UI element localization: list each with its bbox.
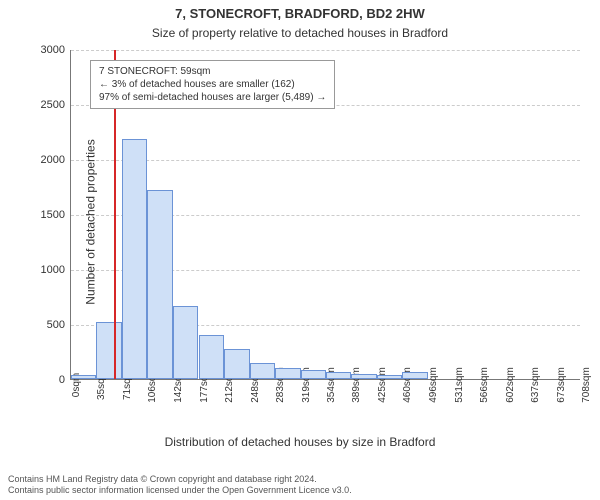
- x-tick-label: 531sqm: [454, 367, 465, 403]
- x-tick-label: 566sqm: [479, 367, 490, 403]
- histogram-bar: [71, 375, 96, 379]
- histogram-bar: [147, 190, 173, 379]
- histogram-bar: [275, 368, 301, 379]
- annotation-line: 7 STONECROFT: 59sqm: [99, 65, 326, 78]
- grid-line: [71, 160, 580, 161]
- annotation-box: 7 STONECROFT: 59sqm← 3% of detached hous…: [90, 60, 335, 109]
- chart-title-line1: 7, STONECROFT, BRADFORD, BD2 2HW: [0, 6, 600, 21]
- x-axis-title: Distribution of detached houses by size …: [0, 435, 600, 449]
- annotation-line: ← 3% of detached houses are smaller (162…: [99, 78, 326, 91]
- histogram-bar: [224, 349, 250, 379]
- annotation-line: 97% of semi-detached houses are larger (…: [99, 91, 326, 104]
- x-tick-label: 708sqm: [581, 367, 592, 403]
- grid-line: [71, 50, 580, 51]
- chart-footer: Contains HM Land Registry data © Crown c…: [8, 474, 592, 497]
- chart-title-line2: Size of property relative to detached ho…: [0, 26, 600, 40]
- histogram-bar: [173, 306, 198, 379]
- histogram-bar: [377, 375, 402, 379]
- footer-line1: Contains HM Land Registry data © Crown c…: [8, 474, 592, 485]
- y-tick-label: 500: [47, 319, 65, 331]
- y-tick-label: 2000: [41, 154, 65, 166]
- histogram-bar: [122, 139, 147, 379]
- y-tick-label: 1000: [41, 264, 65, 276]
- y-axis-title: Number of detached properties: [84, 139, 98, 304]
- property-size-chart: 7, STONECROFT, BRADFORD, BD2 2HW Size of…: [0, 0, 600, 500]
- histogram-bar: [199, 335, 224, 379]
- histogram-bar: [301, 370, 326, 379]
- x-tick-label: 637sqm: [530, 367, 541, 403]
- x-tick-label: 602sqm: [505, 367, 516, 403]
- histogram-bar: [250, 363, 275, 380]
- footer-line2: Contains public sector information licen…: [8, 485, 592, 496]
- x-tick-label: 673sqm: [556, 367, 567, 403]
- x-tick-label: 425sqm: [377, 367, 388, 403]
- histogram-bar: [96, 322, 122, 379]
- x-tick-label: 496sqm: [428, 367, 439, 403]
- histogram-bar: [351, 374, 377, 380]
- histogram-bar: [326, 372, 351, 379]
- y-tick-label: 2500: [41, 99, 65, 111]
- y-tick-label: 3000: [41, 44, 65, 56]
- y-tick-label: 0: [59, 374, 65, 386]
- y-tick-label: 1500: [41, 209, 65, 221]
- histogram-bar: [402, 372, 428, 379]
